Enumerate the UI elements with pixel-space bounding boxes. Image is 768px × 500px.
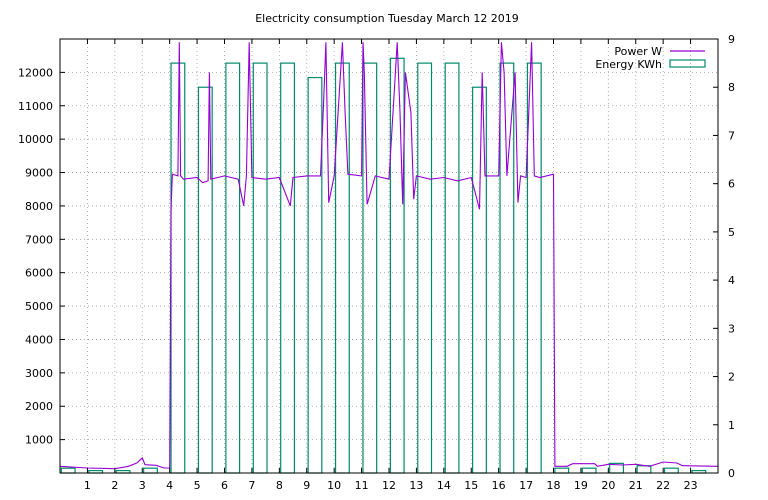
y-tick-label-left: 9000 [25,167,53,180]
y-tick-label-left: 8000 [25,200,53,213]
y-tick-label-left: 12000 [18,66,53,79]
y-tick-label-right: 4 [728,274,735,287]
y-tick-label-left: 11000 [18,100,53,113]
power-line [60,42,718,470]
y-tick-label-left: 6000 [25,267,53,280]
y-tick-label-right: 2 [728,371,735,384]
x-tick-label: 10 [327,479,341,492]
energy-bar [636,465,652,474]
y-tick-label-right: 6 [728,178,735,191]
y-tick-label-right: 3 [728,322,735,335]
x-tick-label: 13 [409,479,423,492]
energy-bar [581,467,597,474]
x-tick-label: 18 [547,479,561,492]
x-tick-label: 19 [574,479,588,492]
energy-bar [499,62,515,474]
x-tick-label: 21 [629,479,643,492]
x-tick-label: 7 [248,479,255,492]
x-tick-label: 20 [601,479,615,492]
x-tick-label: 4 [166,479,173,492]
ticks: 1 2 3 4 5 6 7 8 9 10 11 12 13 14 15 16 17 18 19 20 21 22 23100… [18,33,735,492]
x-tick-label: 2 [111,479,118,492]
y-tick-label-left: 1000 [25,434,53,447]
energy-bar [60,467,76,474]
x-tick-label: 11 [355,479,369,492]
grid [60,39,718,473]
y-tick-label-left: 3000 [25,367,53,380]
x-tick-label: 16 [492,479,506,492]
x-tick-label: 14 [437,479,451,492]
y-tick-label-left: 4000 [25,333,53,346]
y-tick-label-left: 10000 [18,133,53,146]
energy-bar [143,467,158,474]
y-tick-label-right: 9 [728,33,735,46]
x-tick-label: 5 [194,479,201,492]
chart-title: Electricity consumption Tuesday March 12… [255,12,519,25]
y-tick-label-left: 7000 [25,233,53,246]
y-tick-label-right: 5 [728,226,735,239]
y-tick-label-left: 2000 [25,400,53,413]
x-tick-label: 22 [656,479,670,492]
energy-bar [280,62,296,474]
energy-bar [307,76,323,474]
x-tick-label: 17 [519,479,533,492]
x-tick-label: 6 [221,479,228,492]
x-tick-label: 8 [276,479,283,492]
legend-label-power: Power W [614,45,662,58]
x-tick-label: 15 [464,479,478,492]
y-tick-label-right: 1 [728,419,735,432]
y-tick-label-left: 5000 [25,300,53,313]
legend-swatch-energy [669,59,706,68]
power-line-group [60,42,718,470]
energy-bar [444,62,460,474]
x-tick-label: 23 [684,479,698,492]
energy-bar [225,62,241,474]
x-tick-label: 1 [84,479,91,492]
x-tick-label: 12 [382,479,396,492]
energy-bar [663,467,679,474]
x-tick-label: 3 [139,479,146,492]
x-tick-label: 9 [303,479,310,492]
y-tick-label-right: 0 [728,467,735,480]
legend-label-energy: Energy KWh [595,58,662,71]
energy-bar [526,62,542,474]
energy-bars [60,57,707,474]
y-tick-label-right: 8 [728,81,735,94]
energy-bar [417,62,433,474]
energy-bar [554,467,570,474]
legend: Power W Energy KWh [595,45,706,71]
y-tick-label-right: 7 [728,129,735,142]
energy-bar [252,62,268,474]
